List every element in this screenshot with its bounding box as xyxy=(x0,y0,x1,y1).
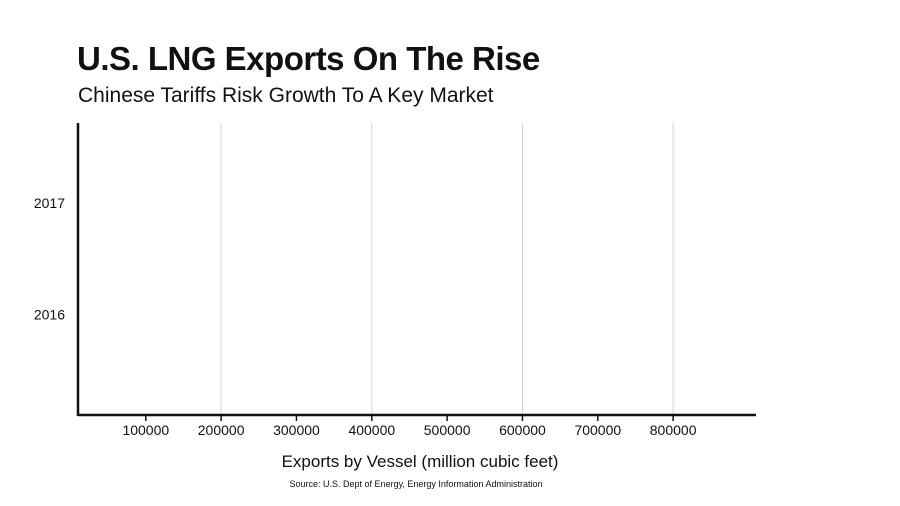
x-tick-label-600000: 600000 xyxy=(499,422,546,438)
x-tick-label-500000: 500000 xyxy=(424,422,471,438)
labels: 100000 200000 300000 400000 500000 600000 7000… xyxy=(34,195,697,438)
y-tick-label-2016: 2016 xyxy=(34,307,65,323)
x-tick-label-100000: 100000 xyxy=(122,422,169,438)
x-axis-title: Exports by Vessel (million cubic feet) xyxy=(282,452,559,471)
y-tick-label-2017: 2017 xyxy=(34,195,65,211)
axes xyxy=(76,123,756,421)
chart-subtitle: Chinese Tariffs Risk Growth To A Key Mar… xyxy=(78,84,494,107)
x-tick-label-700000: 700000 xyxy=(574,422,621,438)
x-tick-label-400000: 400000 xyxy=(348,422,395,438)
x-tick-label-200000: 200000 xyxy=(198,422,245,438)
x-tick-label-300000: 300000 xyxy=(273,422,320,438)
chart-title: U.S. LNG Exports On The Rise xyxy=(77,40,540,77)
x-tick-label-800000: 800000 xyxy=(650,422,697,438)
gridlines xyxy=(220,123,674,415)
source-note: Source: U.S. Dept of Energy, Energy Info… xyxy=(290,479,543,489)
